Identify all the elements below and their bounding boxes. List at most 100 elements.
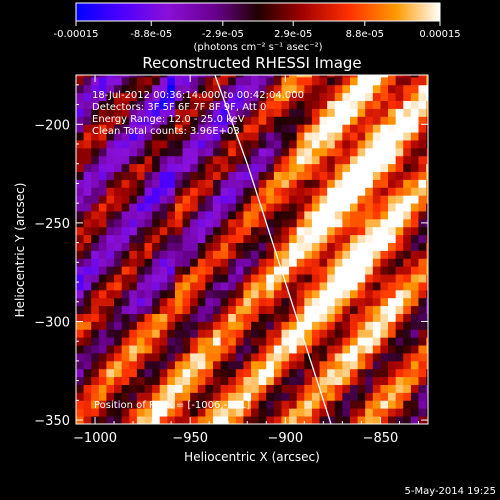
heatmap-cell	[91, 140, 100, 149]
heatmap-cell	[251, 360, 260, 370]
heatmap-cell	[144, 226, 153, 236]
heatmap-cell	[83, 108, 92, 117]
heatmap-cell	[98, 108, 107, 117]
heatmap-cell	[114, 297, 123, 307]
heatmap-cell	[91, 345, 100, 354]
heatmap-cell	[197, 416, 206, 424]
heatmap-cell	[319, 329, 328, 338]
heatmap-cell	[327, 163, 336, 173]
heatmap-cell	[273, 187, 282, 196]
heatmap-cell	[327, 392, 336, 401]
heatmap-cell	[258, 226, 267, 236]
heatmap-cell	[349, 408, 358, 417]
heatmap-cell	[372, 416, 381, 424]
y-tick-label: −250	[34, 217, 70, 232]
heatmap-cell	[152, 353, 161, 362]
heatmap-cell	[152, 384, 161, 393]
heatmap-cell	[197, 266, 206, 275]
heatmap-cell	[327, 171, 336, 180]
heatmap-cell	[136, 211, 145, 220]
heatmap-cell	[327, 226, 336, 236]
heatmap-cell	[121, 171, 130, 180]
heatmap-cell	[266, 163, 275, 173]
heatmap-cell	[182, 84, 191, 94]
heatmap-cell	[418, 313, 427, 322]
heatmap-cell	[372, 76, 381, 86]
heatmap-cell	[403, 266, 412, 275]
heatmap-cell	[106, 211, 115, 220]
heatmap-cell	[220, 92, 229, 102]
heatmap-cell	[380, 305, 389, 314]
heatmap-cell	[129, 155, 138, 165]
heatmap-cell	[136, 108, 145, 117]
heatmap-cell	[174, 384, 183, 393]
heatmap-cell	[349, 305, 358, 314]
heatmap-cell	[311, 408, 320, 417]
heatmap-cell	[426, 211, 428, 220]
heatmap-cell	[228, 147, 237, 157]
heatmap-cell	[403, 384, 412, 393]
heatmap-cell	[289, 211, 298, 220]
heatmap-cell	[121, 195, 130, 204]
heatmap-cell	[129, 234, 138, 243]
heatmap-cell	[152, 187, 161, 196]
heatmap-cell	[342, 305, 351, 314]
heatmap-cell	[98, 368, 107, 378]
heatmap-cell	[106, 100, 115, 109]
heatmap-cell	[365, 211, 374, 220]
heatmap-cell	[418, 321, 427, 330]
heatmap-cell	[235, 313, 244, 322]
heatmap-cell	[98, 76, 107, 86]
heatmap-cell	[197, 132, 206, 141]
heatmap-cell	[167, 124, 176, 133]
heatmap-cell	[388, 266, 397, 275]
heatmap-cell	[212, 392, 221, 401]
heatmap-cell	[159, 195, 168, 204]
heatmap-cell	[342, 234, 351, 243]
heatmap-cell	[311, 305, 320, 314]
heatmap-cell	[342, 179, 351, 188]
heatmap-cell	[334, 266, 343, 275]
heatmap-cell	[304, 258, 313, 267]
heatmap-cell	[144, 211, 153, 220]
heatmap-cell	[334, 376, 343, 385]
heatmap-cell	[273, 195, 282, 204]
heatmap-cell	[380, 116, 389, 125]
heatmap-cell	[426, 84, 428, 94]
heatmap-cell	[410, 132, 419, 141]
heatmap-cell	[190, 353, 199, 362]
colorbar-tick-label: -0.00015	[54, 29, 99, 40]
heatmap-cell	[174, 179, 183, 188]
heatmap-cell	[365, 100, 374, 109]
heatmap-cell	[349, 250, 358, 259]
heatmap-cell	[228, 408, 237, 417]
heatmap-cell	[251, 100, 260, 109]
heatmap-cell	[205, 187, 214, 196]
heatmap-cell	[365, 266, 374, 275]
heatmap-cell	[365, 179, 374, 188]
heatmap-cell	[327, 376, 336, 385]
heatmap-cell	[403, 250, 412, 259]
heatmap-cell	[136, 337, 145, 346]
heatmap-cell	[372, 313, 381, 322]
heatmap-cell	[342, 147, 351, 157]
heatmap-cell	[91, 179, 100, 188]
heatmap-cell	[395, 266, 404, 275]
heatmap-cell	[83, 392, 92, 401]
heatmap-cell	[395, 250, 404, 259]
heatmap-cell	[197, 100, 206, 109]
heatmap-cell	[357, 124, 366, 133]
heatmap-cell	[167, 313, 176, 322]
heatmap-cell	[167, 163, 176, 173]
heatmap-cell	[121, 203, 130, 212]
heatmap-cell	[114, 329, 123, 338]
heatmap-cell	[388, 384, 397, 393]
heatmap-cell	[83, 116, 92, 125]
heatmap-cell	[380, 368, 389, 378]
heatmap-cell	[136, 179, 145, 188]
heatmap-cell	[395, 218, 404, 228]
heatmap-cell	[258, 282, 267, 291]
heatmap-cell	[91, 84, 100, 94]
heatmap-cell	[129, 297, 138, 307]
heatmap-cell	[388, 108, 397, 117]
